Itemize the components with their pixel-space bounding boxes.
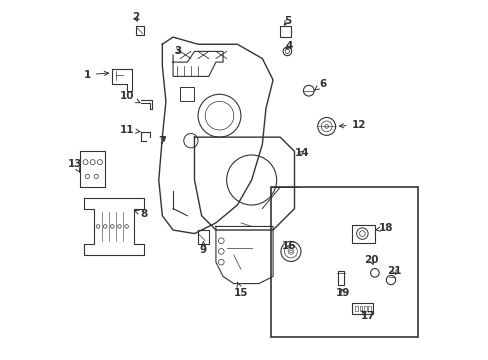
Text: 18: 18: [375, 223, 392, 233]
Text: 3: 3: [174, 46, 182, 57]
Text: 4: 4: [285, 41, 292, 51]
Text: 11: 11: [119, 125, 140, 135]
Text: 8: 8: [135, 209, 148, 219]
Text: 21: 21: [386, 266, 401, 276]
Text: 5: 5: [283, 16, 290, 26]
Text: 1: 1: [83, 69, 108, 80]
Text: 20: 20: [364, 255, 378, 265]
Bar: [367, 306, 370, 311]
Text: 9: 9: [200, 242, 206, 255]
Bar: [363, 306, 366, 311]
Text: 13: 13: [67, 159, 82, 172]
Text: 17: 17: [360, 311, 374, 321]
Text: 10: 10: [119, 91, 140, 103]
Bar: [354, 306, 357, 311]
Text: 15: 15: [233, 282, 248, 297]
Bar: [359, 306, 362, 311]
Text: 14: 14: [294, 148, 308, 158]
Text: 16: 16: [281, 241, 296, 251]
Text: 12: 12: [339, 120, 366, 130]
Text: 6: 6: [314, 78, 326, 90]
Text: 7: 7: [158, 136, 166, 146]
Text: 2: 2: [132, 13, 139, 22]
Text: 19: 19: [335, 288, 349, 297]
